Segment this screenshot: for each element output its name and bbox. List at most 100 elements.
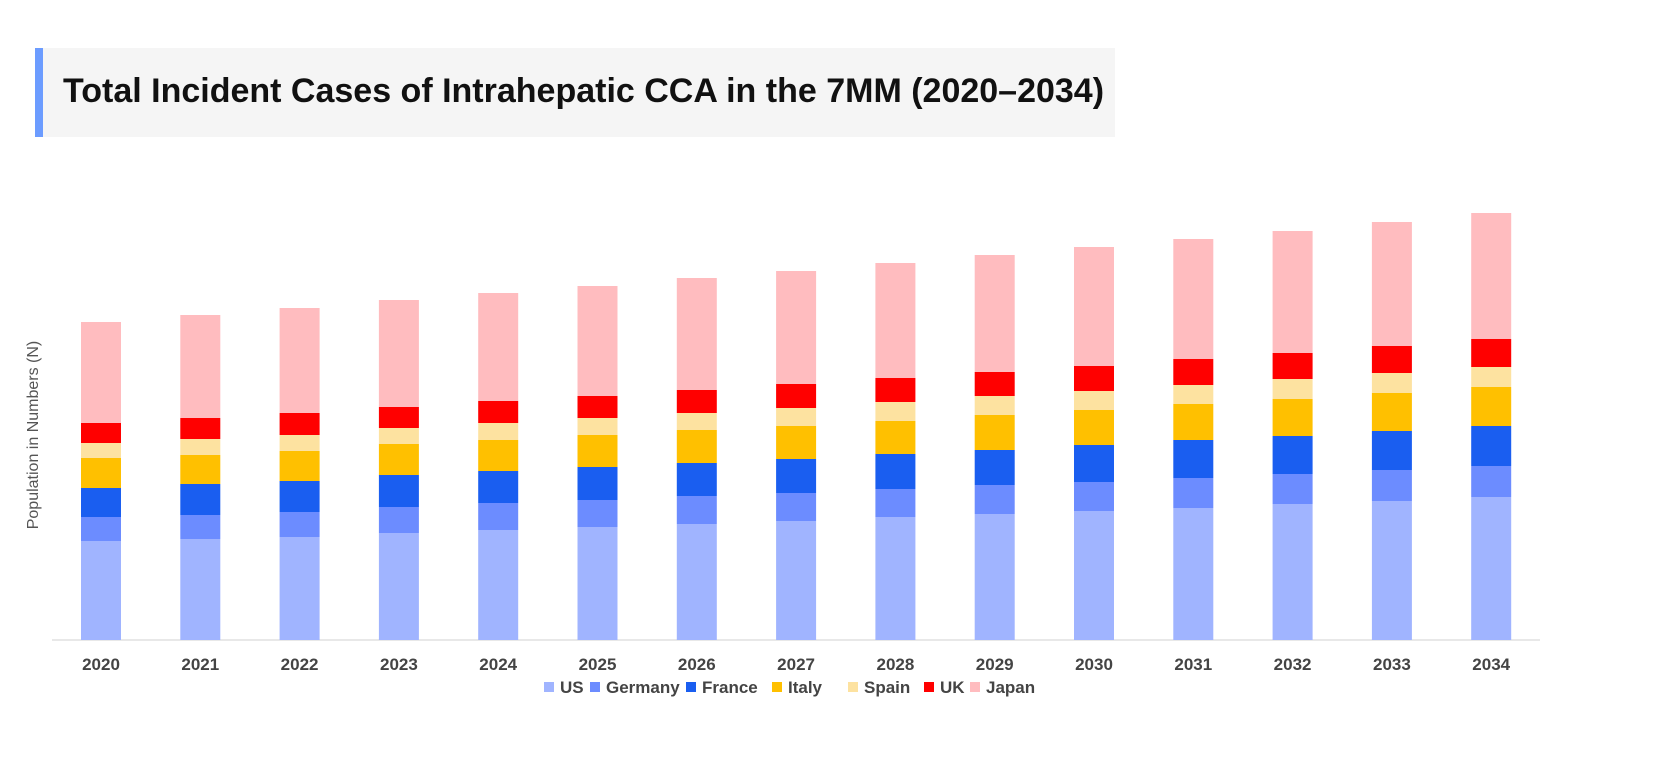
bar-us-2033 <box>1371 501 1412 640</box>
bar-us-2028 <box>875 517 916 640</box>
bar-italy-2029 <box>974 415 1015 450</box>
bar-germany-2024 <box>478 503 519 530</box>
bar-germany-2027 <box>776 493 817 521</box>
bar-germany-2020 <box>81 517 121 541</box>
bar-france-2028 <box>875 454 916 489</box>
bar-uk-2028 <box>875 378 916 402</box>
bar-france-2032 <box>1272 436 1313 474</box>
bar-italy-2021 <box>180 455 221 484</box>
bar-germany-2025 <box>577 500 618 527</box>
x-tick-label: 2029 <box>976 655 1014 674</box>
bar-germany-2034 <box>1471 466 1512 497</box>
bar-italy-2020 <box>81 458 121 488</box>
bar-japan-2026 <box>676 278 717 390</box>
bar-spain-2021 <box>180 439 221 455</box>
bar-japan-2021 <box>180 315 221 418</box>
chart-title: Total Incident Cases of Intrahepatic CCA… <box>63 72 1105 110</box>
bar-spain-2025 <box>577 418 618 435</box>
title-box: Total Incident Cases of Intrahepatic CCA… <box>35 48 1115 137</box>
bar-italy-2026 <box>676 430 717 463</box>
bar-spain-2034 <box>1471 367 1512 387</box>
bar-france-2027 <box>776 459 817 493</box>
bar-spain-2030 <box>1074 391 1114 410</box>
bar-us-2024 <box>478 530 519 640</box>
bar-japan-2023 <box>378 300 419 407</box>
bar-france-2020 <box>81 488 121 517</box>
bar-uk-2020 <box>81 423 121 443</box>
bar-japan-2028 <box>875 263 916 378</box>
bar-italy-2034 <box>1471 387 1512 426</box>
legend-swatch <box>970 682 980 692</box>
bar-uk-2032 <box>1272 353 1313 379</box>
legend-item-germany: Germany <box>590 678 680 697</box>
x-tick-label: 2033 <box>1373 655 1411 674</box>
bar-italy-2025 <box>577 435 618 467</box>
bar-spain-2027 <box>776 408 817 426</box>
bar-spain-2032 <box>1272 379 1313 399</box>
legend-item-spain: Spain <box>848 678 910 697</box>
bar-italy-2024 <box>478 440 519 471</box>
bar-uk-2023 <box>378 407 419 428</box>
bar-italy-2031 <box>1173 404 1214 440</box>
bar-france-2022 <box>279 481 320 512</box>
x-tick-label: 2031 <box>1174 655 1212 674</box>
bar-france-2031 <box>1173 440 1214 478</box>
x-tick-label: 2023 <box>380 655 418 674</box>
legend-item-uk: UK <box>924 678 965 697</box>
bar-us-2031 <box>1173 508 1214 640</box>
bar-uk-2033 <box>1371 346 1412 373</box>
legend-swatch <box>848 682 858 692</box>
bar-france-2026 <box>676 463 717 496</box>
legend-swatch <box>772 682 782 692</box>
legend-swatch <box>924 682 934 692</box>
bar-uk-2030 <box>1074 366 1114 391</box>
bar-us-2034 <box>1471 497 1512 640</box>
bar-spain-2023 <box>378 428 419 444</box>
x-tick-label: 2024 <box>479 655 517 674</box>
bar-france-2030 <box>1074 445 1114 482</box>
bar-italy-2022 <box>279 451 320 481</box>
legend-label: US <box>560 678 584 697</box>
bar-spain-2028 <box>875 402 916 421</box>
legend-item-us: US <box>544 678 584 697</box>
bar-us-2027 <box>776 521 817 640</box>
x-tick-label: 2025 <box>579 655 617 674</box>
bar-germany-2031 <box>1173 478 1214 508</box>
title-accent <box>35 48 43 137</box>
bar-japan-2033 <box>1371 222 1412 346</box>
legend-label: UK <box>940 678 965 697</box>
bar-us-2023 <box>378 533 419 640</box>
legend-label: Germany <box>606 678 680 697</box>
bar-spain-2033 <box>1371 373 1412 393</box>
bar-uk-2024 <box>478 401 519 423</box>
bar-uk-2034 <box>1471 339 1512 367</box>
bar-spain-2031 <box>1173 385 1214 404</box>
bar-germany-2021 <box>180 515 221 539</box>
x-tick-label: 2034 <box>1472 655 1510 674</box>
bar-italy-2033 <box>1371 393 1412 431</box>
bar-us-2025 <box>577 527 618 640</box>
legend-label: Spain <box>864 678 910 697</box>
bar-germany-2022 <box>279 512 320 537</box>
bar-us-2026 <box>676 524 717 640</box>
bar-japan-2032 <box>1272 231 1313 353</box>
bar-italy-2028 <box>875 421 916 454</box>
legend-swatch <box>686 682 696 692</box>
bar-france-2025 <box>577 467 618 500</box>
bar-uk-2026 <box>676 390 717 413</box>
bar-japan-2027 <box>776 271 817 384</box>
bar-uk-2031 <box>1173 359 1214 385</box>
bar-us-2022 <box>279 537 320 640</box>
bar-spain-2024 <box>478 423 519 440</box>
bar-france-2029 <box>974 450 1015 485</box>
bar-japan-2034 <box>1471 213 1512 339</box>
legend-item-japan: Japan <box>970 678 1035 697</box>
legend-label: France <box>702 678 758 697</box>
bar-uk-2021 <box>180 418 221 439</box>
bar-germany-2023 <box>378 507 419 533</box>
bar-france-2034 <box>1471 426 1512 466</box>
x-tick-label: 2021 <box>181 655 219 674</box>
bar-uk-2022 <box>279 413 320 435</box>
bar-us-2020 <box>81 541 121 640</box>
bar-germany-2029 <box>974 485 1015 514</box>
